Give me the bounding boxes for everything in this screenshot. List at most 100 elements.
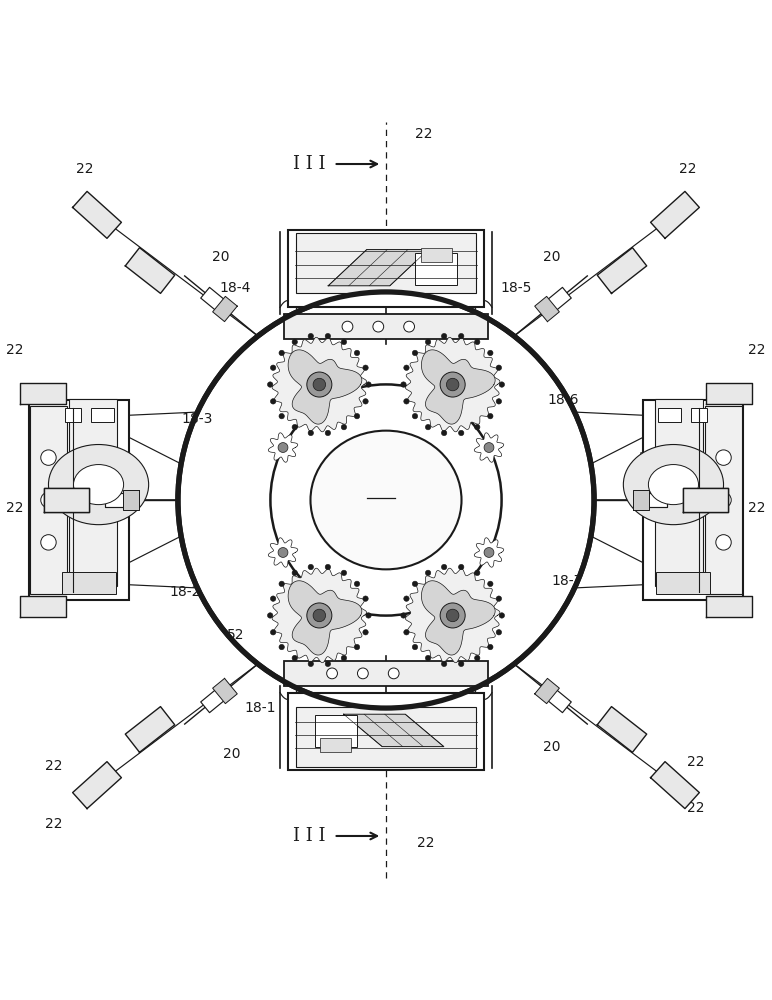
Circle shape [425,655,431,661]
Circle shape [446,378,459,391]
Polygon shape [537,287,571,319]
Polygon shape [201,287,235,319]
Circle shape [357,668,368,679]
Circle shape [488,350,493,356]
Circle shape [484,443,494,452]
Circle shape [425,570,431,576]
Polygon shape [269,433,298,462]
Circle shape [313,378,326,391]
Circle shape [178,292,594,708]
Circle shape [442,430,447,436]
Circle shape [342,321,353,332]
Circle shape [366,382,371,387]
Circle shape [325,564,330,570]
Circle shape [442,661,447,667]
Circle shape [292,339,297,345]
Polygon shape [651,191,699,238]
Polygon shape [633,490,648,510]
Polygon shape [104,493,137,507]
Circle shape [475,424,480,430]
Polygon shape [474,538,504,567]
Circle shape [292,424,297,430]
Circle shape [442,564,447,570]
Circle shape [325,333,330,339]
Polygon shape [635,493,668,507]
Circle shape [716,492,731,508]
Circle shape [270,365,276,370]
Bar [288,230,484,307]
Circle shape [373,321,384,332]
Circle shape [279,413,284,419]
Circle shape [341,570,347,576]
Text: 22: 22 [76,162,93,176]
Polygon shape [328,250,428,286]
Polygon shape [683,488,728,512]
Text: 22: 22 [679,162,696,176]
Bar [691,408,706,422]
Bar [69,399,117,586]
Circle shape [341,655,347,661]
Circle shape [412,644,418,650]
Polygon shape [272,337,367,432]
Circle shape [475,655,480,661]
Text: 22: 22 [748,501,766,515]
Circle shape [442,333,447,339]
Bar [642,400,743,600]
Bar [284,314,488,339]
Circle shape [308,564,313,570]
Polygon shape [44,488,89,512]
Circle shape [341,339,347,345]
Circle shape [459,333,464,339]
Text: 22: 22 [45,759,63,773]
Circle shape [404,596,409,601]
Circle shape [279,644,284,650]
Circle shape [366,613,371,618]
Polygon shape [73,191,121,238]
Circle shape [496,596,502,601]
Circle shape [279,581,284,587]
Circle shape [306,603,332,628]
Circle shape [440,603,466,628]
Polygon shape [125,248,174,293]
Circle shape [308,661,313,667]
Polygon shape [598,248,647,293]
Circle shape [499,613,505,618]
Polygon shape [535,678,560,704]
Polygon shape [405,337,500,432]
Ellipse shape [623,445,723,525]
Polygon shape [272,568,367,663]
Polygon shape [288,350,362,424]
Circle shape [412,581,418,587]
Circle shape [404,365,409,370]
Bar [421,248,452,262]
Circle shape [327,668,337,679]
Circle shape [341,424,347,430]
Text: 16: 16 [370,485,390,500]
Polygon shape [706,383,752,404]
Circle shape [292,655,297,661]
Polygon shape [212,678,237,704]
Bar [296,707,476,767]
Text: 28: 28 [416,485,435,500]
Circle shape [716,450,731,465]
Polygon shape [537,681,571,713]
Text: 22: 22 [415,127,433,141]
Circle shape [404,399,409,404]
Circle shape [404,321,415,332]
Circle shape [388,668,399,679]
Polygon shape [20,383,66,404]
Text: 18-1: 18-1 [244,701,276,715]
Circle shape [459,661,464,667]
Polygon shape [212,296,237,322]
Circle shape [267,382,273,387]
Polygon shape [535,296,560,322]
Text: 18-4: 18-4 [220,281,251,295]
Ellipse shape [310,431,462,569]
Bar [62,572,116,594]
Circle shape [425,339,431,345]
Circle shape [325,661,330,667]
Bar [29,400,130,600]
Bar [705,406,742,594]
Circle shape [459,564,464,570]
Circle shape [41,492,56,508]
